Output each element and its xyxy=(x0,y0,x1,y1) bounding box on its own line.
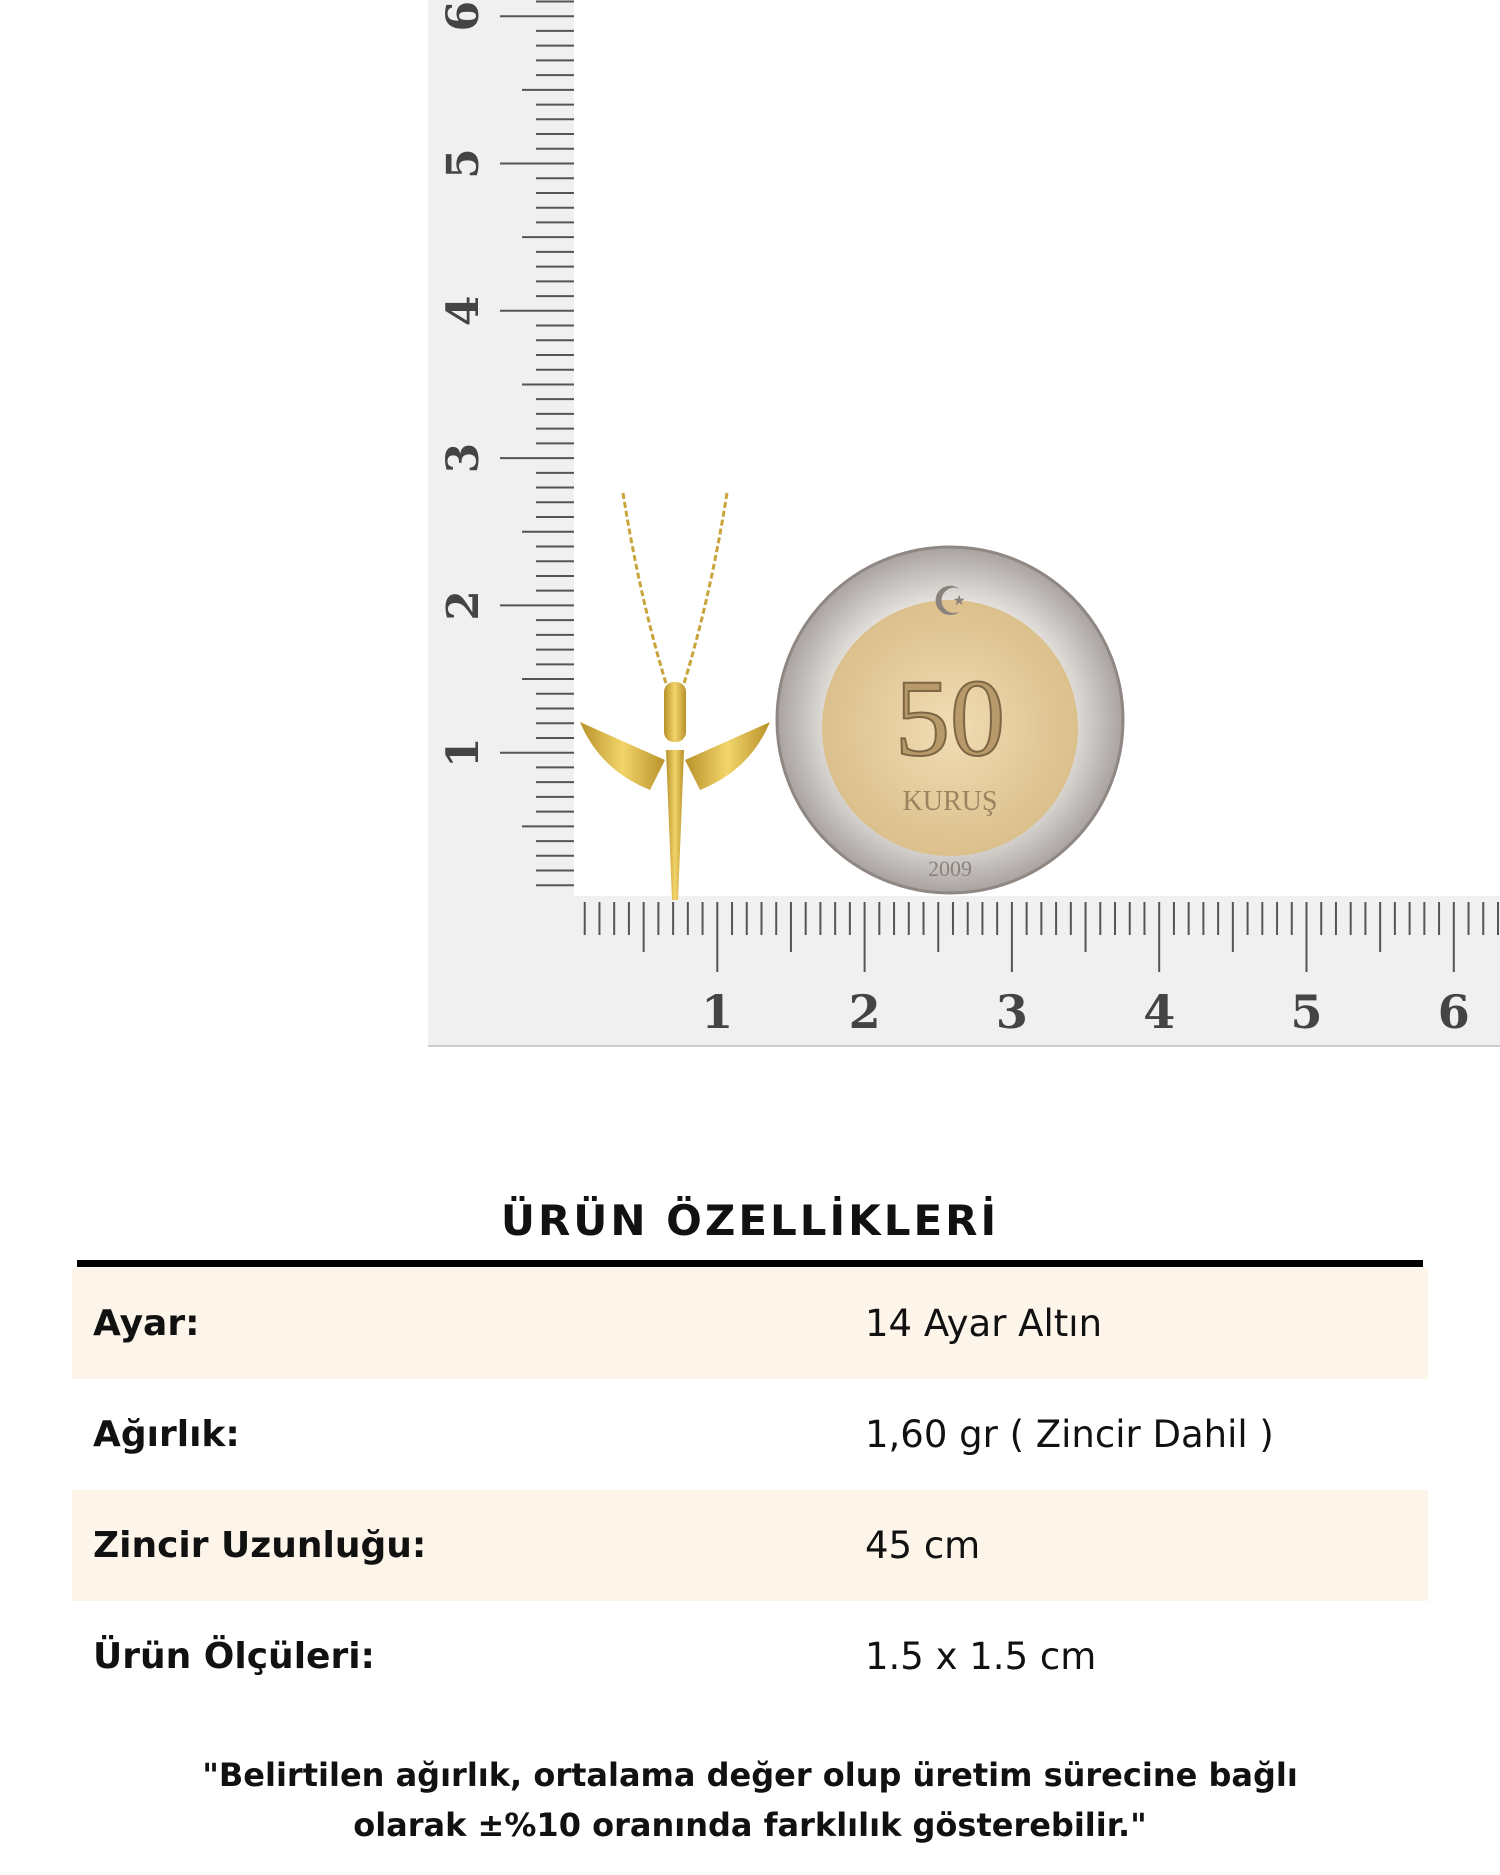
ruler-label: 6 xyxy=(438,1,489,32)
specs-title: ÜRÜN ÖZELLİKLERİ xyxy=(500,1196,1000,1245)
ruler-horizontal xyxy=(428,896,1500,1047)
spec-label: Ağırlık: xyxy=(93,1414,240,1455)
specs-table: Ayar: 14 Ayar Altın Ağırlık: 1,60 gr ( Zin… xyxy=(72,1268,1428,1712)
necklace-pendant xyxy=(580,492,770,900)
ruler-label: 4 xyxy=(1143,985,1175,1039)
crescent-star-icon: ☪ xyxy=(932,580,968,624)
spec-value: 1,60 gr ( Zincir Dahil ) xyxy=(865,1413,1274,1456)
coin-unit: KURUŞ xyxy=(903,786,998,817)
ruler-vertical xyxy=(428,0,574,896)
spec-label: Zincir Uzunluğu: xyxy=(93,1525,427,1566)
spec-value: 14 Ayar Altın xyxy=(865,1302,1103,1345)
ruler-label: 3 xyxy=(438,443,489,474)
ruler-label: 1 xyxy=(701,985,733,1039)
spec-row: Ürün Ölçüleri: 1.5 x 1.5 cm xyxy=(72,1601,1428,1712)
ruler-label: 1 xyxy=(438,737,489,768)
ruler-label: 4 xyxy=(438,295,489,326)
spec-label: Ayar: xyxy=(93,1303,200,1344)
spec-value: 45 cm xyxy=(865,1524,981,1567)
disclaimer-line-2: olarak ±%10 oranında farklılık gösterebi… xyxy=(353,1806,1147,1844)
spec-value: 1.5 x 1.5 cm xyxy=(865,1635,1097,1678)
ruler-label: 5 xyxy=(438,148,489,179)
ruler-label: 2 xyxy=(438,590,489,621)
coin-50-kurus: 50 KURUŞ 2009 ☪ xyxy=(775,545,1125,895)
spec-label: Ürün Ölçüleri: xyxy=(93,1636,375,1677)
weight-disclaimer: "Belirtilen ağırlık, ortalama değer olup… xyxy=(0,1750,1500,1850)
coin-year: 2009 xyxy=(928,856,972,881)
divider xyxy=(77,1260,1423,1267)
spec-row: Zincir Uzunluğu: 45 cm xyxy=(72,1490,1428,1601)
ruler-label: 3 xyxy=(996,985,1028,1039)
disclaimer-line-1: "Belirtilen ağırlık, ortalama değer olup… xyxy=(202,1756,1298,1794)
ruler-label: 2 xyxy=(849,985,881,1039)
spec-row: Ayar: 14 Ayar Altın xyxy=(72,1268,1428,1379)
spec-row: Ağırlık: 1,60 gr ( Zincir Dahil ) xyxy=(72,1379,1428,1490)
product-photo-with-ruler: 1 2 3 4 5 6 1 2 3 4 5 6 50 KURUŞ 2009 ☪ xyxy=(428,0,1500,1047)
ruler-label: 5 xyxy=(1290,985,1322,1039)
ruler-label: 6 xyxy=(1438,985,1470,1039)
coin-value: 50 xyxy=(895,657,1005,779)
